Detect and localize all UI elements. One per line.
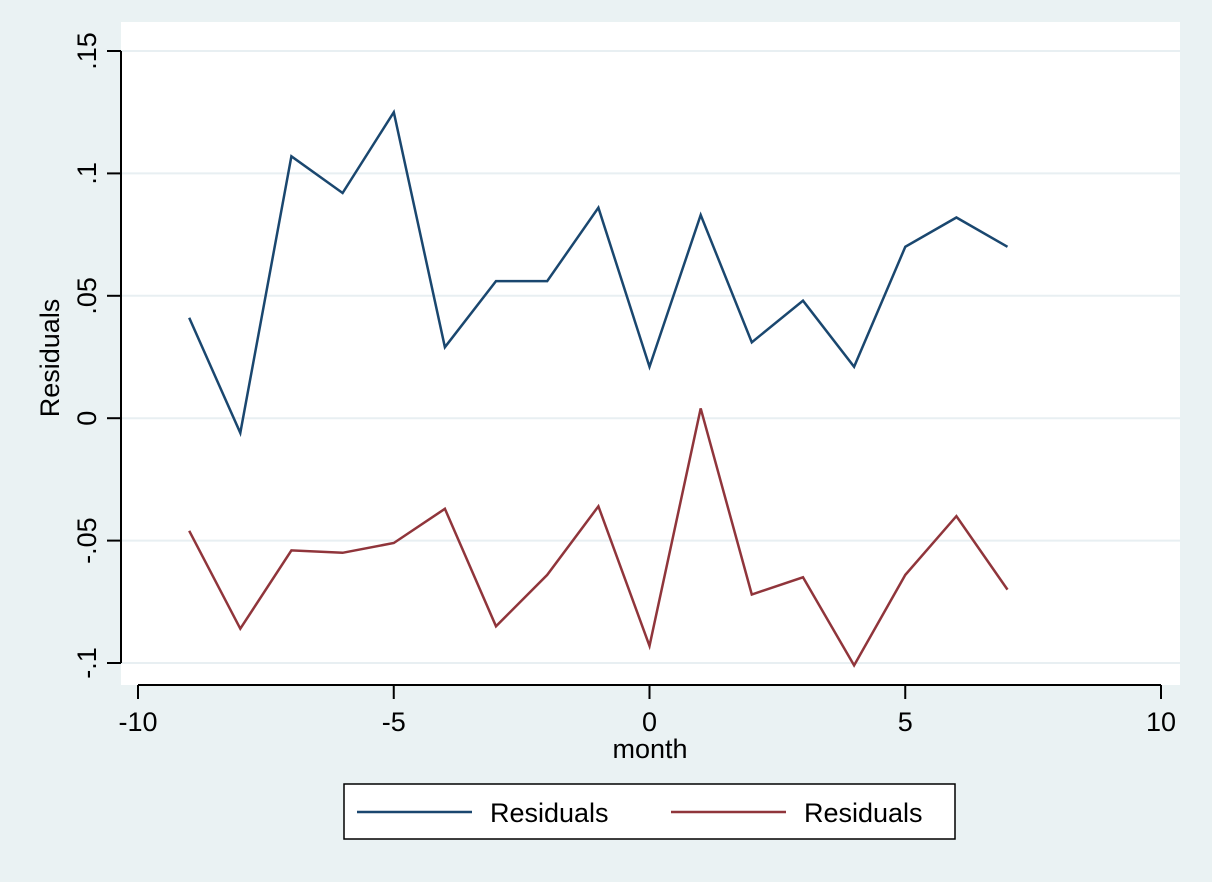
x-tick-label: -10 (118, 707, 157, 737)
series-lines (188, 108, 1009, 668)
axes: -.1 -.05 0 .05 .1 .15 -10 -5 0 5 10 month Residuals (35, 32, 1176, 764)
legend: Residuals Residuals (343, 783, 956, 840)
x-tick-label: 0 (642, 707, 657, 737)
series-line-1 (188, 108, 1009, 438)
series-line-2 (188, 408, 1009, 668)
x-tick-label: 5 (898, 707, 913, 737)
x-tick-label: -5 (382, 707, 406, 737)
x-axis-title: month (612, 734, 687, 764)
y-tick-label: .15 (72, 32, 102, 70)
y-tick-label: .05 (72, 277, 102, 315)
x-tick-label: 10 (1146, 707, 1176, 737)
plot-area (121, 22, 1180, 685)
y-tick-label: .1 (72, 162, 102, 185)
legend-label-1: Residuals (490, 798, 609, 828)
y-axis-title: Residuals (35, 299, 65, 418)
gridlines (121, 50, 1180, 664)
y-tick-label: 0 (72, 411, 102, 426)
y-tick-label: -.05 (72, 517, 102, 564)
legend-label-2: Residuals (804, 798, 923, 828)
y-tick-label: -.1 (72, 647, 102, 679)
